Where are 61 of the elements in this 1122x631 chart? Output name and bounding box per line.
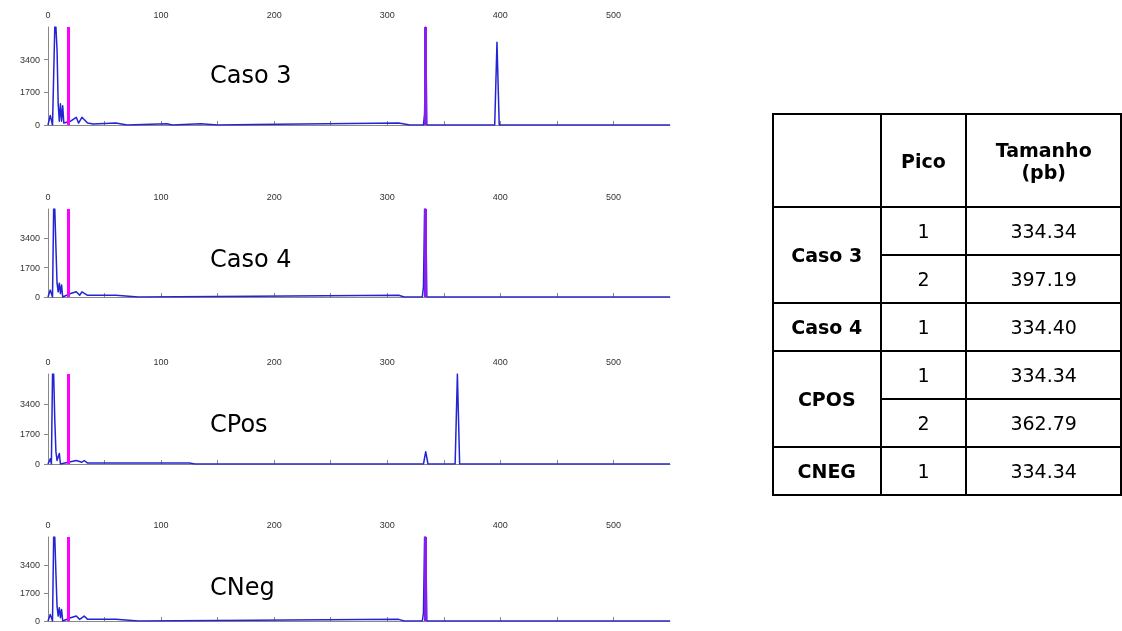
line-series [47, 208, 671, 298]
x-tick-label: 100 [153, 519, 169, 530]
text: 1 [880, 351, 967, 399]
x-tick-label: 100 [153, 9, 169, 20]
text: CNeg [210, 573, 275, 601]
y-tick-label: 3400 [19, 233, 40, 244]
text: Tamanho (pb) [966, 114, 1121, 207]
y-tick-label: 1700 [19, 262, 40, 273]
text: Caso 4 [210, 245, 292, 273]
text: 334.34 [966, 447, 1121, 495]
x-tick-label: 300 [379, 191, 395, 202]
y-tick-label: 0 [34, 292, 40, 302]
text: 1 [880, 207, 967, 255]
x-tick-label: 500 [605, 9, 621, 20]
text: Caso 4 [773, 303, 881, 351]
x-tick-label: 200 [266, 356, 282, 367]
x-tick-label: 500 [605, 519, 621, 530]
text: 1 [880, 447, 967, 495]
x-tick-label: 100 [153, 191, 169, 202]
text: CNEG [773, 447, 881, 495]
line-series [47, 373, 671, 465]
x-tick-label: 0 [45, 519, 51, 530]
y-tick-label: 0 [34, 459, 40, 469]
y-tick-label: 1700 [19, 588, 40, 598]
text: 334.34 [966, 351, 1121, 399]
x-tick-label: 500 [605, 356, 621, 367]
text: Caso 3 [210, 61, 292, 89]
line-series [47, 536, 671, 622]
y-tick-label: 0 [34, 616, 40, 626]
x-tick-label: 0 [45, 356, 51, 367]
text: 334.40 [966, 303, 1121, 351]
y-tick-label: 1700 [19, 429, 40, 439]
x-tick-label: 200 [266, 191, 282, 202]
y-tick-label: 1700 [19, 87, 40, 98]
text: 362.79 [966, 399, 1121, 447]
text: Pico [880, 114, 967, 207]
text: 334.34 [966, 207, 1121, 255]
x-tick-label: 400 [492, 519, 508, 530]
x-tick-label: 0 [45, 191, 51, 202]
x-tick-label: 500 [605, 191, 621, 202]
text: 1 [880, 303, 967, 351]
x-tick-label: 0 [45, 9, 51, 20]
text: 2 [880, 255, 967, 303]
text: CPOS [773, 351, 881, 447]
text: CPos [210, 410, 268, 438]
x-tick-label: 400 [492, 191, 508, 202]
y-tick-label: 3400 [19, 54, 40, 65]
x-tick-label: 200 [266, 519, 282, 530]
x-tick-label: 200 [266, 9, 282, 20]
x-tick-label: 300 [379, 519, 395, 530]
y-tick-label: 3400 [19, 399, 40, 409]
x-tick-label: 400 [492, 356, 508, 367]
text: 397.19 [966, 255, 1121, 303]
y-tick-label: 3400 [19, 560, 40, 570]
text: Caso 3 [773, 207, 881, 303]
y-tick-label: 0 [34, 120, 40, 130]
x-tick-label: 300 [379, 9, 395, 20]
x-tick-label: 400 [492, 9, 508, 20]
text: 2 [880, 399, 967, 447]
x-tick-label: 100 [153, 356, 169, 367]
x-tick-label: 300 [379, 356, 395, 367]
